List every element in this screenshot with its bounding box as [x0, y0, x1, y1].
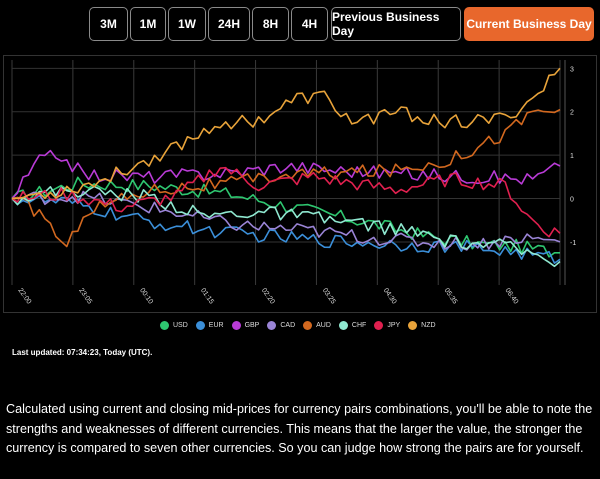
x-tick-label: 04:30	[382, 287, 398, 305]
x-tick-label: 02:20	[260, 287, 276, 305]
legend-dot-eur	[195, 320, 205, 330]
legend-item-cad[interactable]: CAD	[267, 320, 296, 330]
legend-item-aud[interactable]: AUD	[303, 320, 331, 330]
currency-strength-chart: 3 2 1 0 -1 22:00 23:05 00:10 01:15 02:20 03:25 04:3…	[3, 55, 597, 313]
x-tick-label: 01:15	[199, 287, 215, 305]
series-line-eur	[11, 194, 561, 264]
chart-legend: USD EUR GBP CAD AUD CHF JPY NZD	[160, 319, 450, 331]
legend-dot-jpy	[374, 320, 384, 330]
tab-1w[interactable]: 1W	[168, 7, 206, 41]
tab-8h[interactable]: 8H	[252, 7, 289, 41]
legend-dot-gbp	[231, 320, 241, 330]
tab-24h[interactable]: 24H	[208, 7, 250, 41]
tab-1m[interactable]: 1M	[130, 7, 166, 41]
legend-label: JPY	[387, 321, 401, 329]
legend-label: NZD	[421, 321, 436, 329]
legend-item-nzd[interactable]: NZD	[408, 320, 436, 330]
x-tick-label: 22:00	[16, 287, 32, 305]
legend-item-gbp[interactable]: GBP	[231, 320, 260, 330]
legend-dot-nzd	[408, 320, 418, 330]
legend-dot-cad	[267, 320, 277, 330]
series-line-usd	[11, 176, 560, 258]
x-tick-label: 23:05	[77, 287, 93, 305]
description: Calculated using current and closing mid…	[6, 402, 593, 455]
legend-dot-aud	[303, 320, 313, 330]
series-line-nzd	[11, 67, 561, 200]
y-tick-label: 3	[570, 66, 574, 73]
tab-3m[interactable]: 3M	[89, 7, 128, 41]
x-tick-label: 06:40	[503, 287, 519, 305]
legend-label: AUD	[316, 321, 331, 329]
x-tick-label: 05:35	[443, 287, 459, 305]
legend-label: GBP	[244, 321, 260, 329]
legend-label: EUR	[208, 321, 224, 329]
series-line-chf	[11, 185, 561, 268]
x-tick-label: 00:10	[138, 287, 154, 305]
tab-4h[interactable]: 4H	[291, 7, 328, 41]
legend-item-eur[interactable]: EUR	[195, 320, 224, 330]
timeframe-tabs: 3M 1M 1W 24H 8H 4H Previous Business Day…	[0, 7, 600, 43]
chart-svg: 3 2 1 0 -1 22:00 23:05 00:10 01:15 02:20 03:25 04:3…	[11, 60, 576, 306]
legend-dot-usd	[160, 320, 169, 330]
legend-item-usd[interactable]: USD	[160, 320, 188, 330]
legend-item-jpy[interactable]: JPY	[374, 320, 401, 330]
legend-label: CAD	[280, 321, 296, 329]
legend-item-chf[interactable]: CHF	[338, 320, 367, 330]
last-updated: Last updated: 07:34:23, Today (UTC).	[12, 348, 153, 357]
legend-label: USD	[173, 321, 188, 329]
legend-label: CHF	[351, 321, 367, 329]
y-tick-label: -1	[570, 240, 576, 247]
x-tick-label: 03:25	[321, 287, 337, 305]
y-tick-label: 2	[570, 110, 574, 117]
series-line-aud	[11, 108, 561, 248]
y-tick-label: 1	[570, 153, 574, 160]
legend-dot-chf	[338, 320, 348, 330]
tab-current-business-day[interactable]: Current Business Day	[464, 7, 594, 41]
series-line-jpy	[11, 166, 561, 238]
tab-previous-business-day[interactable]: Previous Business Day	[331, 7, 461, 41]
y-tick-label: 0	[570, 197, 574, 204]
